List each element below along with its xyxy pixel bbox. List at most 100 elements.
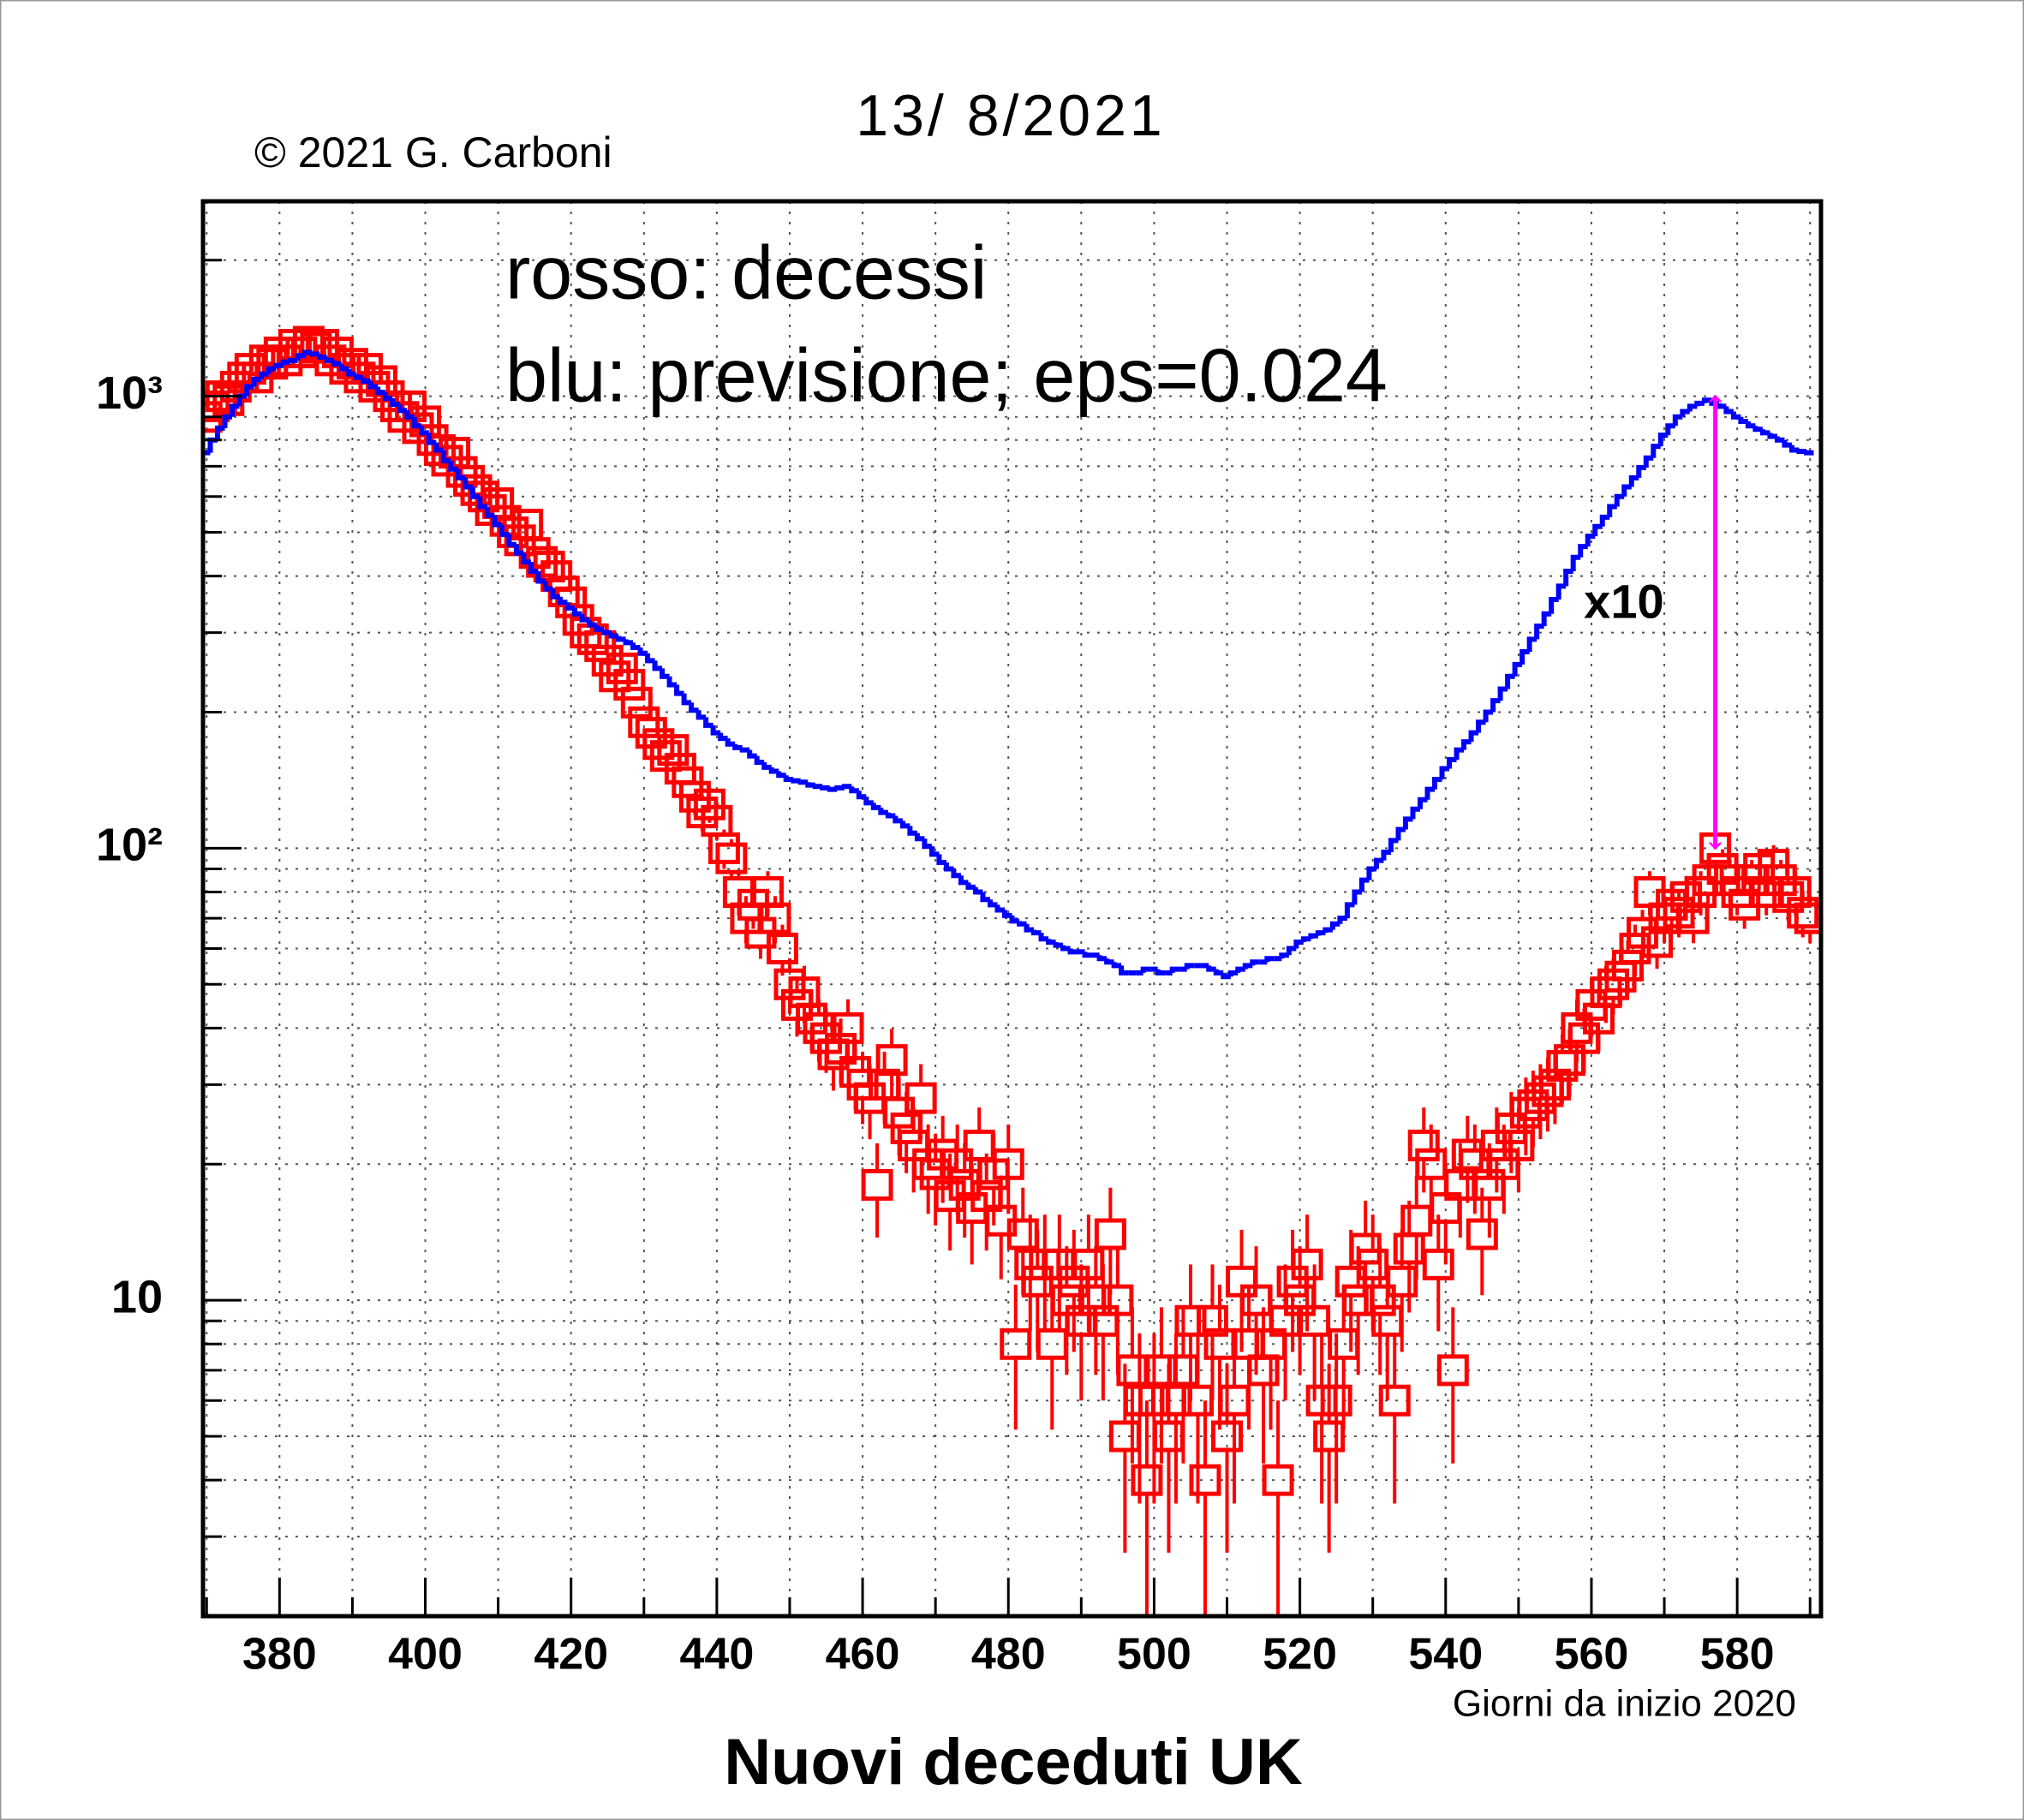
step-line [411,416,422,429]
step-line [1803,450,1814,456]
step-line [550,588,560,600]
step-line [1563,568,1573,587]
step-line [1796,449,1806,455]
step-line [302,349,313,356]
step-line [1402,816,1413,830]
x-axis-label: Giorni da inizio 2020 [1453,1683,1796,1725]
x-tick-label: 460 [826,1630,900,1680]
step-line [739,747,750,753]
data-point [1131,1464,1163,1496]
step-line [1476,719,1486,733]
data-point [1407,1129,1440,1161]
data-point [1211,1420,1244,1453]
step-line [1614,493,1625,507]
step-line [856,791,867,800]
step-line [280,359,291,366]
data-point [657,734,690,767]
step-line [1447,757,1457,769]
data-point [1291,1248,1323,1280]
credit: © 2021 G. Carboni [254,128,612,176]
data-point [708,832,740,864]
step-line [1250,959,1260,966]
step-line [718,732,728,742]
plot-frame [200,199,1824,1619]
data-point [1320,1384,1352,1417]
step-line [608,632,619,639]
step-line [681,693,692,706]
step-line [1672,414,1683,427]
data-point [620,686,653,719]
step-line [623,639,634,646]
data-point [555,586,588,618]
step-line [805,782,815,788]
data-point [875,1044,908,1077]
step-line [797,779,809,785]
step-line [1169,966,1180,973]
step-line [863,797,874,806]
step-line [1082,952,1093,958]
step-line [317,354,327,361]
x-tick-label: 380 [242,1630,317,1680]
data-point [1313,1420,1346,1453]
grid [203,201,1821,1617]
step-line [600,629,612,636]
step-line [1759,429,1770,436]
step-line [1549,597,1559,614]
step-line [1038,933,1049,942]
step-line [1031,929,1042,936]
step-line [506,534,516,547]
data-point [832,1011,864,1044]
step-line [965,882,976,890]
step-line [1541,611,1552,627]
step-line [834,785,845,791]
step-line [1752,426,1763,433]
x-tick-label: 560 [1555,1630,1629,1680]
data-point [613,668,646,701]
step-line [783,775,794,783]
step-line [914,832,925,842]
data-point [861,1168,893,1201]
step-line [1242,963,1253,970]
x-tick-label: 500 [1117,1630,1191,1680]
step-line [637,647,648,656]
step-line [1570,554,1581,571]
step-line [1519,649,1530,665]
step-line [1680,409,1690,417]
step-line [1322,927,1333,934]
data-point [1386,1265,1418,1298]
data-point [1546,1049,1579,1082]
step-line [586,619,597,628]
step-line [1024,923,1035,933]
step-line [1227,970,1239,977]
data-point [1079,1284,1112,1316]
step-line [1206,965,1216,972]
step-line [1687,403,1698,412]
step-line [1373,857,1384,869]
data-point [1787,897,1819,929]
step-line [710,725,721,736]
data-point [1094,1218,1126,1250]
step-line [1767,433,1777,439]
data-point [1612,949,1645,982]
step-line [382,392,393,401]
step-line [1358,877,1370,892]
data-point [1262,1464,1294,1496]
step-line [484,506,495,518]
step-line [1329,921,1340,930]
step-line [922,838,932,850]
y-tick-label: 10 [111,1271,163,1322]
data-point [1196,1304,1228,1337]
step-line [827,786,838,792]
step-line [455,468,466,480]
step-line [448,460,458,472]
step-line [791,778,801,784]
step-line [870,803,881,810]
data-point [1422,1248,1454,1280]
step-line [951,868,961,879]
data-point [1000,1328,1032,1360]
x-tick-label: 440 [680,1630,755,1680]
step-line [1424,786,1436,800]
step-line [1140,966,1151,973]
data-point [759,902,791,934]
